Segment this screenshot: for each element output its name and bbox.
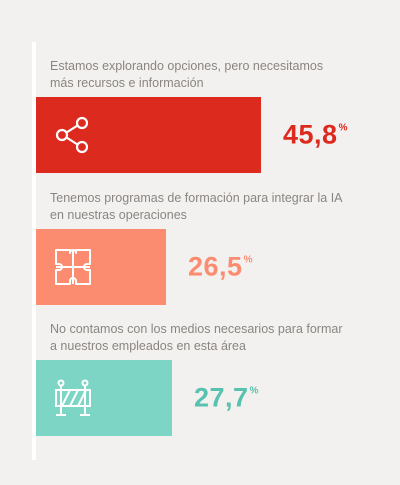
bar-label: Tenemos programas de formación para inte…	[50, 191, 342, 222]
chart-axis-line	[32, 42, 36, 460]
barrier-icon	[50, 375, 96, 421]
bar	[36, 97, 261, 173]
data-label: 45,8%	[283, 120, 348, 151]
data-label: 26,5%	[188, 252, 253, 283]
bar-label: Estamos explorando opciones, pero necesi…	[50, 59, 324, 90]
puzzle-icon	[50, 244, 96, 290]
value-unit: %	[338, 122, 348, 134]
value-number: 27,7	[194, 382, 249, 413]
bar-label: No contamos con los medios necesarios pa…	[50, 322, 343, 353]
value-unit: %	[249, 385, 259, 397]
share-icon	[50, 112, 96, 158]
value-unit: %	[243, 254, 253, 266]
data-label: 27,7%	[194, 383, 259, 414]
bar	[36, 360, 172, 436]
bar	[36, 229, 166, 305]
value-number: 45,8	[283, 119, 338, 150]
value-number: 26,5	[188, 251, 243, 282]
